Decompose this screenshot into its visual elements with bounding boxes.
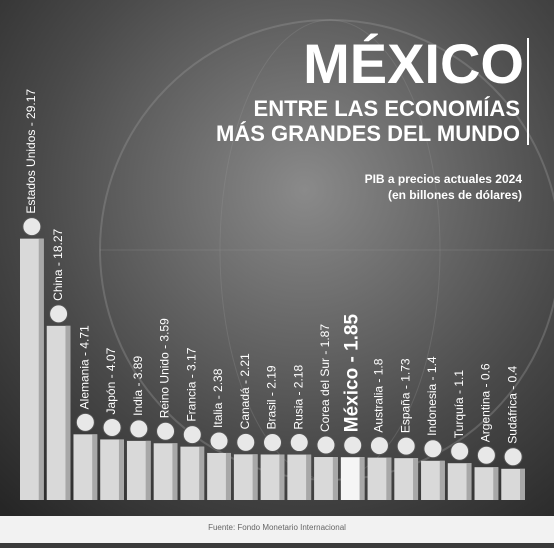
bar [153, 443, 178, 500]
bar-side [38, 238, 44, 500]
bar [20, 238, 44, 500]
bar [447, 463, 472, 500]
category-label: México - 1.85 [342, 313, 363, 432]
chart-title: MÉXICO [303, 32, 524, 95]
note: PIB a precios actuales 2024 [365, 172, 523, 186]
bar-side [306, 454, 312, 500]
bar-side [279, 454, 285, 500]
bar [126, 440, 151, 500]
category-label: Australia - 1.8 [372, 358, 386, 432]
bar [314, 457, 338, 500]
flag [396, 436, 416, 456]
flag [49, 304, 69, 324]
flag [22, 217, 42, 237]
category-label: Alemania - 4.71 [78, 325, 92, 409]
bar [207, 452, 231, 500]
bar [421, 460, 445, 500]
category-label: Reino Unido - 3.59 [158, 318, 172, 418]
bar-side [520, 468, 525, 500]
flag [343, 435, 363, 455]
flag [289, 433, 309, 453]
bar-side [439, 460, 445, 500]
category-label: Sudáfrica - 0.4 [505, 365, 519, 443]
note: (en billones de dólares) [388, 188, 522, 202]
subtitle: ENTRE LAS ECONOMÍAS [254, 96, 520, 121]
bar [340, 457, 365, 500]
bar-side [413, 458, 419, 500]
category-label: Estados Unidos - 29.17 [24, 89, 38, 214]
bar [367, 457, 392, 500]
bar [474, 467, 499, 500]
flag [129, 419, 149, 439]
bar-side [225, 452, 231, 500]
category-label: India - 3.89 [131, 356, 145, 416]
flag [75, 412, 95, 432]
bar [46, 325, 71, 500]
bar-side [172, 443, 178, 500]
bar-side [252, 454, 258, 500]
category-label: Italia - 2.38 [211, 368, 225, 428]
footer [0, 516, 554, 543]
subtitle: MÁS GRANDES DEL MUNDO [216, 121, 520, 146]
category-label: Corea del Sur - 1.87 [318, 324, 332, 432]
category-label: España - 1.73 [398, 358, 412, 433]
bar-side [359, 457, 365, 500]
category-label: Argentina - 0.6 [479, 363, 493, 442]
bar-side [145, 440, 151, 500]
flag [476, 445, 496, 465]
flag [369, 436, 389, 456]
flag [209, 431, 229, 451]
bar-side [493, 467, 499, 500]
bar-side [466, 463, 472, 500]
category-label: Turquía - 1.1 [452, 370, 466, 439]
bar-side [65, 325, 71, 500]
bar [100, 439, 124, 500]
bar-side [386, 457, 392, 500]
category-label: Canadá - 2.21 [238, 353, 252, 429]
bar [501, 468, 525, 500]
category-label: Japón - 4.07 [104, 347, 118, 414]
flag [423, 439, 443, 459]
flag [263, 432, 282, 452]
flag [236, 432, 256, 452]
category-label: Brasil - 2.19 [265, 365, 279, 429]
flag [316, 435, 336, 455]
source: Fuente: Fondo Monetario Internacional [208, 523, 346, 532]
flag [503, 447, 523, 467]
bar-side [332, 457, 338, 500]
bar-side [199, 446, 205, 500]
category-label: Francia - 3.17 [184, 347, 198, 421]
bar [394, 458, 419, 500]
bar-side [92, 434, 98, 500]
flag [102, 417, 122, 437]
bar [287, 454, 312, 500]
bar [260, 454, 285, 500]
bar [180, 446, 205, 500]
category-label: Indonesia - 1.4 [425, 356, 439, 436]
flag [450, 441, 470, 461]
bar-side [118, 439, 124, 500]
bar [233, 454, 258, 500]
bar [73, 434, 98, 500]
flag [156, 421, 176, 441]
flag [182, 425, 202, 445]
category-label: China - 18.27 [51, 228, 65, 300]
category-label: Rusia - 2.18 [291, 365, 305, 430]
